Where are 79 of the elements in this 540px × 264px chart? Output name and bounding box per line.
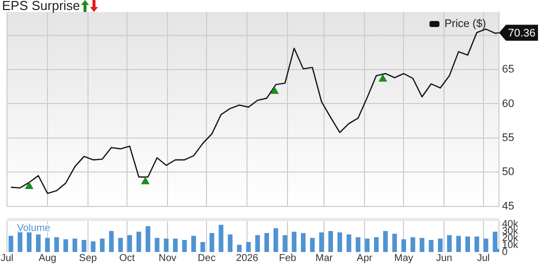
x-tick-label: Mar — [316, 252, 334, 264]
bar — [54, 237, 59, 252]
bar — [246, 242, 251, 252]
bar — [191, 236, 196, 252]
x-tick-label: Jun — [436, 252, 452, 264]
bar — [484, 238, 488, 252]
bar — [274, 228, 278, 252]
bar — [356, 237, 360, 252]
x-tick-label: Apr — [356, 252, 374, 264]
y-tick-label: 55 — [502, 132, 514, 144]
bar — [300, 233, 306, 252]
bar — [218, 224, 224, 252]
bar — [182, 240, 187, 252]
bar — [36, 234, 41, 252]
bar — [45, 238, 50, 252]
bar — [8, 236, 14, 252]
bar — [136, 232, 142, 252]
bar — [118, 238, 123, 252]
bar — [255, 235, 260, 252]
bar — [410, 237, 416, 252]
bar — [438, 238, 443, 252]
bar — [228, 234, 232, 252]
chart-title: EPS Surprise — [2, 0, 80, 13]
bar — [146, 226, 150, 252]
y-tick-label: 65 — [502, 64, 514, 76]
bar — [100, 238, 105, 252]
bar — [374, 237, 379, 252]
data-label: 70.36 — [508, 27, 536, 40]
x-tick-label: 2026 — [236, 252, 259, 264]
bar — [82, 240, 86, 252]
bar — [164, 238, 169, 252]
bar — [392, 234, 397, 252]
bar — [319, 232, 324, 252]
x-tick-label: Sep — [79, 252, 98, 264]
point — [378, 74, 387, 82]
bar — [282, 235, 288, 252]
x-tick-label: Jul — [0, 252, 14, 264]
x-tick-label: Aug — [38, 252, 56, 264]
legend-label: Price ($) — [444, 18, 486, 30]
bar — [18, 231, 22, 252]
bar — [173, 238, 178, 252]
bar — [127, 235, 132, 252]
bar — [401, 239, 406, 252]
y-tick-label: 50 — [502, 166, 514, 178]
x-tick-label: Nov — [158, 252, 176, 264]
y-tick-label: 45 — [502, 200, 514, 212]
x-tick-label: May — [394, 252, 414, 264]
bar — [109, 231, 114, 252]
bar — [210, 233, 214, 252]
bar — [383, 231, 388, 252]
bar — [236, 244, 242, 252]
bar — [447, 235, 452, 252]
x-tick-label: Dec — [198, 252, 216, 264]
x-tick-label: Oct — [119, 252, 136, 264]
x-tick-label: Feb — [278, 252, 297, 264]
bar — [90, 241, 96, 252]
point — [141, 177, 150, 184]
y-tick-label: 0 — [502, 246, 508, 258]
x-tick-label: Jul — [476, 252, 490, 264]
bar — [264, 233, 270, 252]
bar — [465, 236, 470, 252]
bar — [337, 232, 342, 252]
y-tick-label: 60 — [502, 98, 514, 110]
bar — [63, 239, 68, 252]
bar — [154, 238, 160, 252]
bar — [492, 232, 498, 252]
bar — [456, 236, 461, 252]
point — [270, 86, 278, 94]
bar — [200, 242, 206, 252]
bar — [428, 240, 434, 252]
bar — [474, 236, 480, 252]
bar — [310, 238, 315, 252]
bar — [346, 234, 352, 252]
bar — [72, 238, 78, 252]
bar — [292, 232, 296, 252]
point — [25, 182, 34, 190]
bar — [328, 231, 333, 252]
bar — [364, 238, 370, 252]
bar — [420, 238, 424, 252]
